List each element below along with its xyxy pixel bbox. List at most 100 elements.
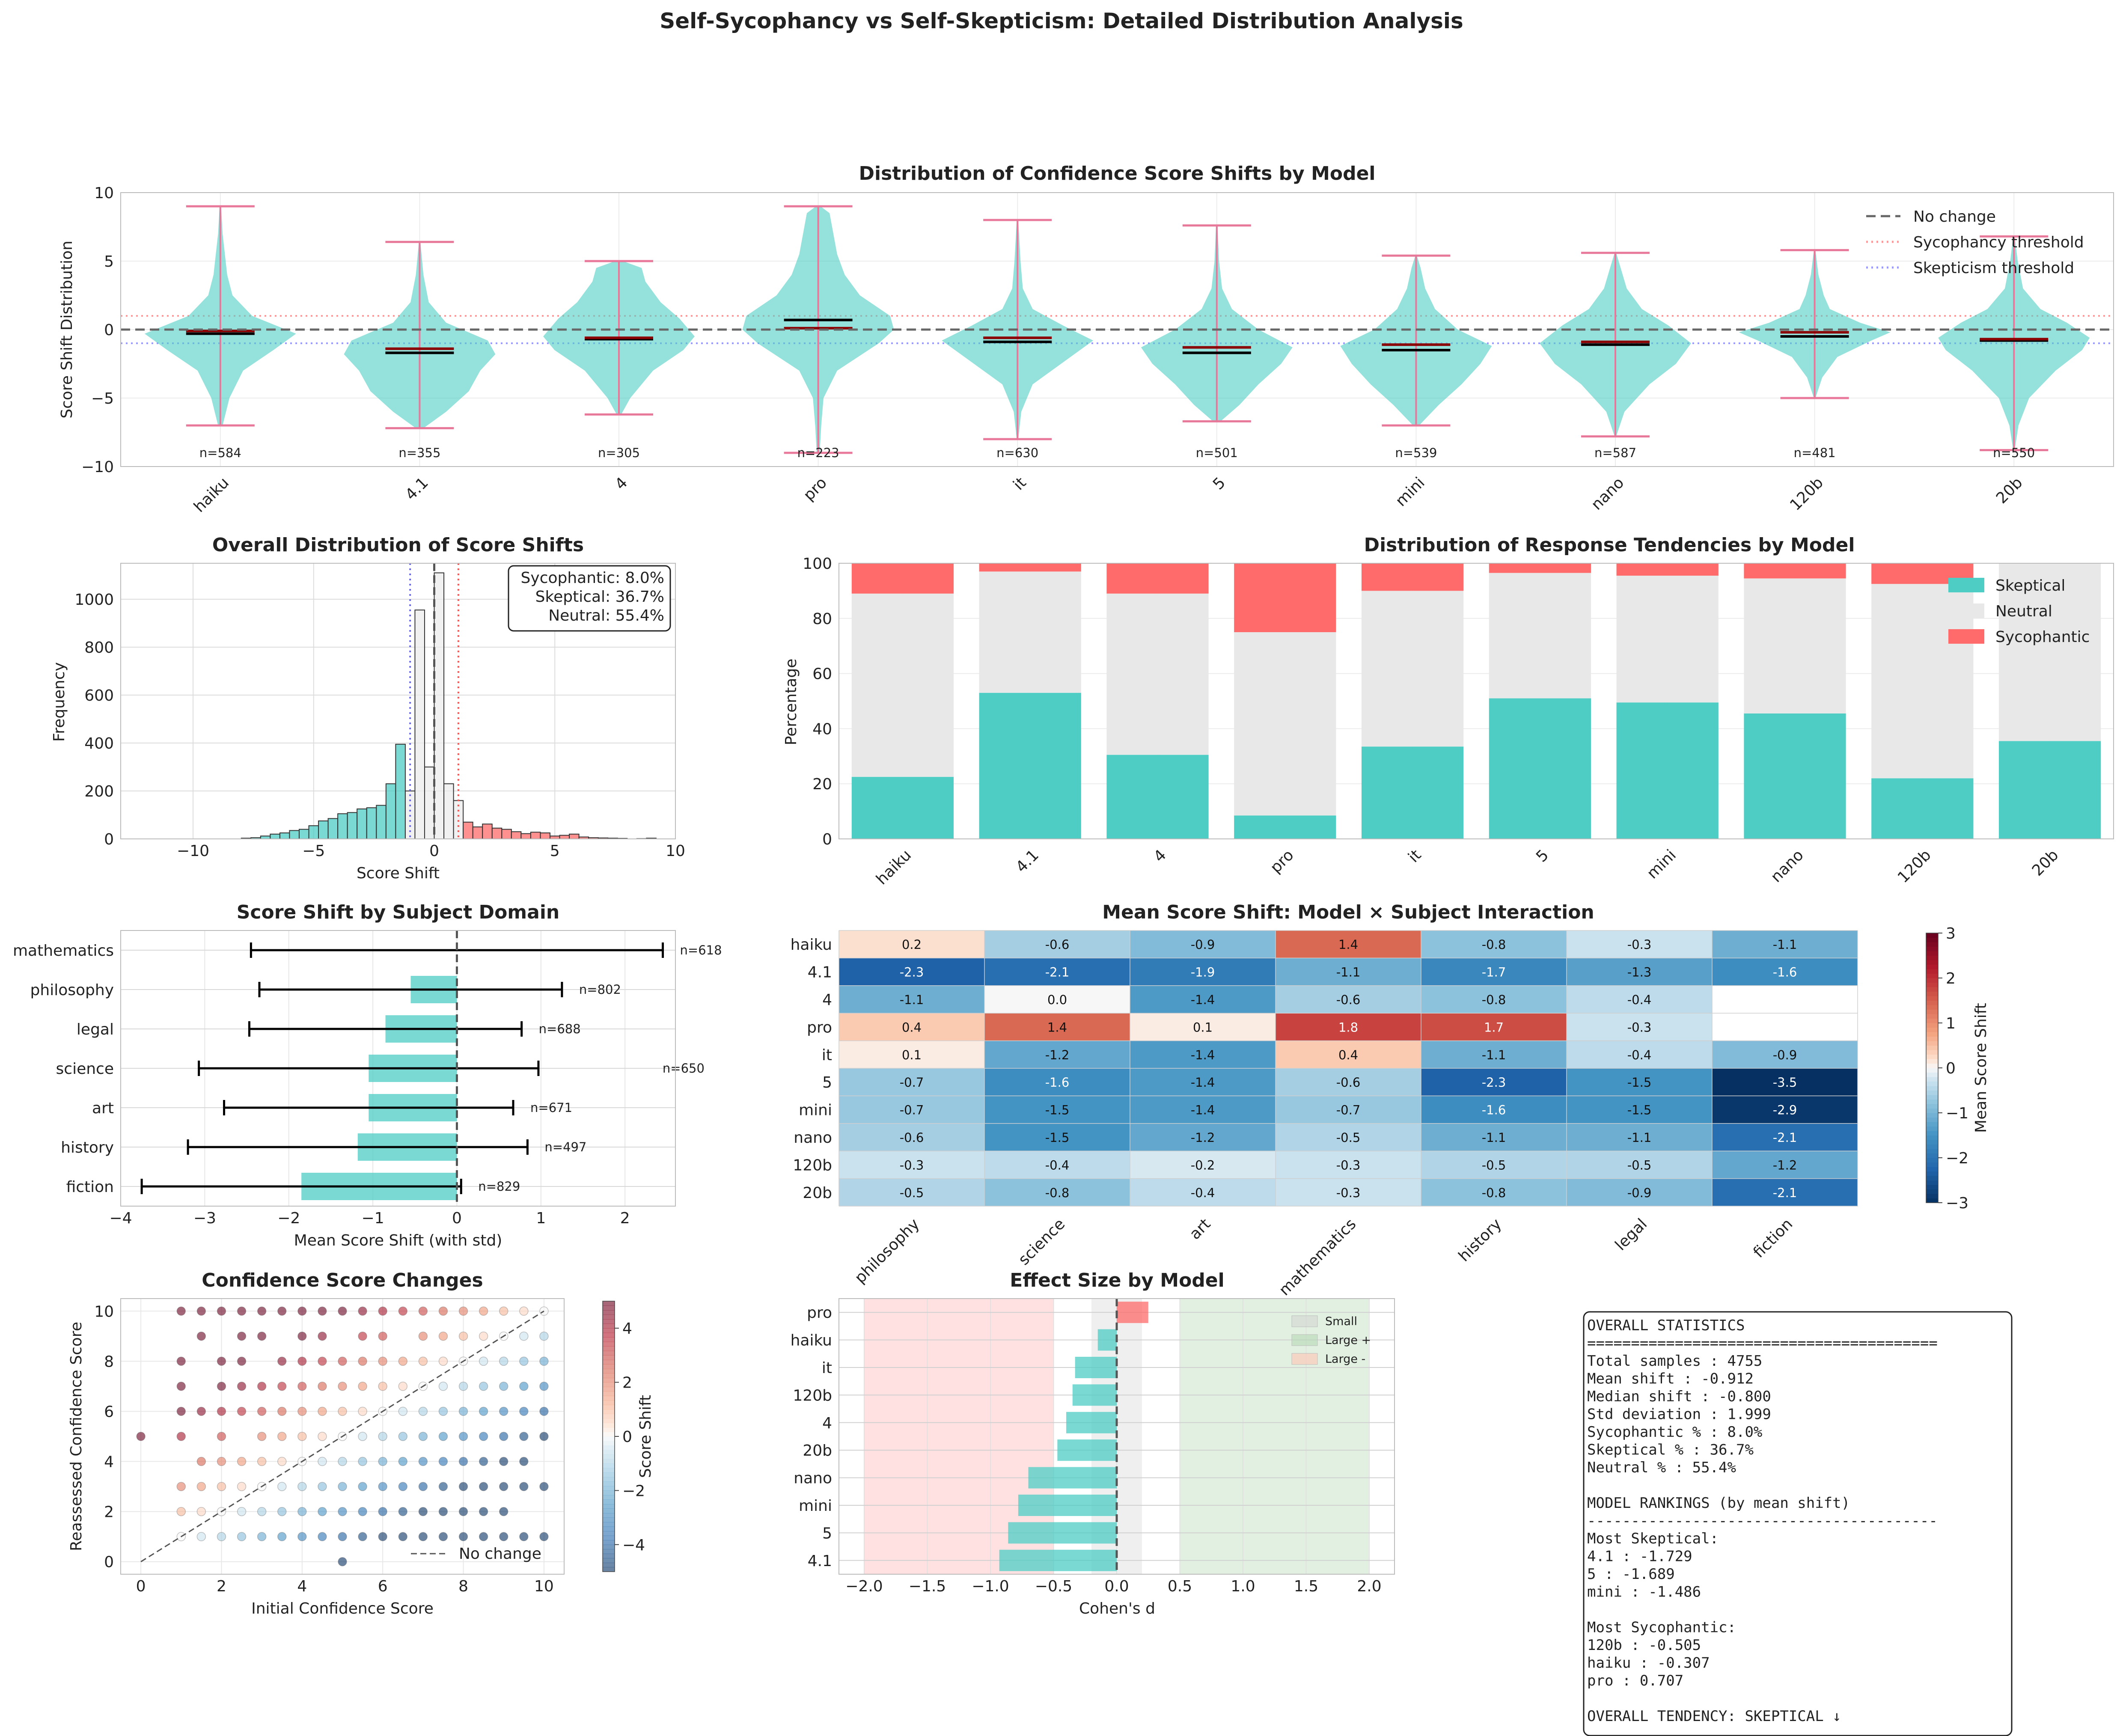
heatmap-value: 0.1 — [902, 1048, 922, 1062]
colorbar-segment — [1926, 1005, 1938, 1010]
colorbar-segment — [1926, 1153, 1938, 1158]
scatter-point — [398, 1507, 408, 1516]
panel-title: Mean Score Shift: Model × Subject Intera… — [1102, 901, 1594, 923]
stacked-bar-segment — [1744, 713, 1846, 839]
n-label: n=550 — [1993, 446, 2035, 460]
heatmap-cell — [1276, 958, 1421, 986]
heatmap-cell — [1712, 930, 1858, 958]
scatter-point — [479, 1406, 488, 1416]
histogram-bin — [337, 813, 348, 839]
histogram-bin — [434, 572, 445, 839]
histogram-panel: −10 −5 0 5 10 0 200 400 600 800 1000 Sycophantic: 8… — [51, 534, 685, 882]
colorbar-segment — [1926, 1054, 1938, 1059]
colorbar-segment — [1926, 1180, 1938, 1185]
heatmap-value: -0.5 — [1627, 1158, 1652, 1172]
colorbar-segment — [603, 1400, 615, 1405]
stats-box — [508, 565, 671, 632]
colorbar-segment — [1926, 1149, 1938, 1153]
colorbar-segment — [603, 1373, 615, 1378]
y-tick-label: 20b — [803, 1442, 832, 1460]
colorbar-label: Score Shift — [637, 1395, 654, 1478]
scatter-point — [358, 1507, 367, 1516]
scatter-point — [257, 1457, 267, 1466]
scatter-point — [297, 1532, 307, 1541]
stacked-bar-segment — [1234, 563, 1336, 632]
n-label: n=829 — [478, 1179, 520, 1194]
heatmap-value: -2.3 — [900, 965, 924, 980]
heatmap-value: -1.3 — [1627, 965, 1652, 980]
colorbar-segment — [603, 1418, 615, 1423]
n-label: n=497 — [544, 1140, 586, 1154]
heatmap-value: -1.6 — [1773, 965, 1797, 980]
scatter-point — [378, 1306, 387, 1316]
heatmap-cell — [1276, 1151, 1421, 1179]
scatter-point — [257, 1432, 267, 1441]
colorbar-segment — [603, 1436, 615, 1442]
stats-text-line: pro : 0.707 — [1587, 1672, 1683, 1689]
heatmap-cell — [1276, 1040, 1421, 1069]
x-tick-label: 4 — [297, 1578, 307, 1595]
y-tick-label: 0 — [104, 1554, 114, 1571]
colorbar-segment — [1926, 1000, 1938, 1005]
scatter-point — [418, 1356, 428, 1366]
scatter-point — [378, 1382, 387, 1391]
scatter-point — [519, 1532, 529, 1541]
y-tick-label: nano — [794, 1129, 832, 1147]
heatmap-value: -1.9 — [1191, 965, 1215, 980]
heatmap-cell — [1567, 1040, 1713, 1069]
y-tick-label: fiction — [66, 1178, 114, 1196]
scatter-point — [519, 1482, 529, 1491]
x-tick-label: −2 — [277, 1210, 300, 1227]
effect-bar — [1028, 1467, 1117, 1489]
stats-text-line: OVERALL STATISTICS — [1587, 1317, 1745, 1334]
x-tick-label: 5 — [1533, 846, 1552, 865]
scatter-point — [196, 1482, 206, 1491]
stacked-bar-segment — [1744, 563, 1846, 579]
x-tick-label: 1 — [536, 1210, 546, 1227]
heatmap-value: -0.9 — [1627, 1186, 1652, 1200]
histogram-bin — [463, 821, 473, 840]
scatter-point — [338, 1306, 347, 1316]
colorbar-segment — [603, 1423, 615, 1428]
heatmap-value: 0.1 — [1193, 1020, 1213, 1034]
heatmap-cell — [1276, 1123, 1421, 1151]
heatmap-value: 0.2 — [902, 937, 922, 952]
colorbar-segment — [1926, 964, 1938, 969]
legend-label: Sycophantic — [1995, 628, 2090, 646]
y-tick-label: haiku — [791, 936, 832, 954]
heatmap-cell — [1567, 1151, 1713, 1179]
scatter-point — [378, 1457, 387, 1466]
scatter-point — [237, 1532, 247, 1541]
large-positive-band — [1180, 1299, 1369, 1574]
heatmap-cell — [1130, 1178, 1276, 1207]
heatmap-cell — [1130, 1151, 1276, 1179]
y-tick-label: 4 — [822, 991, 832, 1009]
scatter-point — [458, 1332, 468, 1341]
scatter-point — [458, 1406, 468, 1416]
stats-text-line: Neutral % : 55.4% — [1587, 1459, 1736, 1476]
x-tick-label: −1 — [362, 1210, 384, 1227]
effect-bar — [1057, 1439, 1117, 1461]
x-tick-label: 20b — [1993, 474, 2026, 507]
colorbar-segment — [1926, 973, 1938, 978]
colorbar-segment — [603, 1504, 615, 1509]
colorbar-segment — [603, 1332, 615, 1338]
legend-swatch — [1291, 1334, 1318, 1346]
colorbar-segment — [1926, 1045, 1938, 1050]
y-tick-label: 5 — [104, 253, 114, 271]
y-tick-label: it — [822, 1359, 832, 1377]
colorbar-segment — [603, 1391, 615, 1396]
scatter-point — [176, 1406, 186, 1416]
scatter-point — [297, 1382, 307, 1391]
colorbar-segment — [603, 1495, 615, 1500]
heatmap-cell — [839, 1068, 985, 1096]
colorbar-segment — [603, 1558, 615, 1563]
heatmap-cell — [1712, 1040, 1858, 1069]
heatmap-cell — [1421, 1068, 1567, 1096]
histogram-bin — [347, 812, 358, 840]
scatter-point — [176, 1507, 186, 1516]
heatmap-value: -2.9 — [1773, 1103, 1797, 1118]
scatter-point — [458, 1306, 468, 1316]
colorbar-segment — [603, 1341, 615, 1347]
